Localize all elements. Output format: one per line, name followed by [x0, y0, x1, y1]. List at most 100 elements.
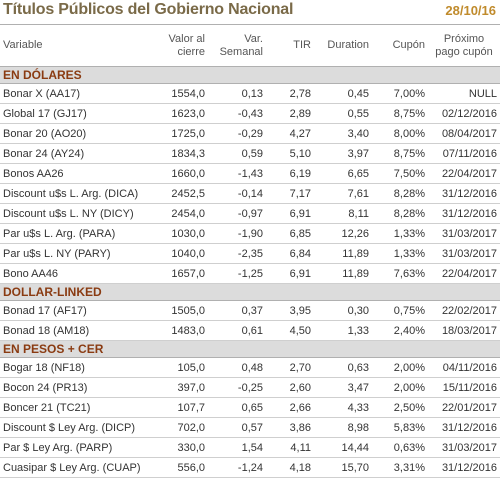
- bond-name: Bonar 24 (AY24): [0, 143, 150, 164]
- duration: 8,98: [314, 417, 372, 438]
- coupon: 2,00%: [372, 377, 428, 398]
- next-coupon-date: 07/11/2016: [428, 143, 500, 164]
- price: 1660,0: [150, 163, 208, 184]
- weekly-change: -1,24: [208, 457, 266, 478]
- bond-name: Global 17 (GJ17): [0, 103, 150, 124]
- section-header: EN DÓLARES: [0, 66, 500, 84]
- weekly-change: 0,61: [208, 320, 266, 341]
- next-coupon-date: 31/03/2017: [428, 437, 500, 458]
- coupon: 3,31%: [372, 457, 428, 478]
- duration: 3,40: [314, 123, 372, 144]
- bond-name: Discount u$s L. NY (DICY): [0, 203, 150, 224]
- next-coupon-date: 31/03/2017: [428, 243, 500, 264]
- col-cupon: Cupón: [372, 25, 428, 67]
- col-proximo-pago: Próximo pago cupón: [428, 25, 500, 67]
- coupon: 1,33%: [372, 223, 428, 244]
- table-row: Bonos AA26 1660,0 -1,43 6,19 6,65 7,50% 22/04/…: [0, 163, 500, 184]
- tir: 4,18: [266, 457, 314, 478]
- price: 397,0: [150, 377, 208, 398]
- coupon: 2,50%: [372, 397, 428, 418]
- section-title: EN DÓLARES: [0, 66, 500, 84]
- table-row: Bonad 17 (AF17) 1505,0 0,37 3,95 0,30 0,75% 22…: [0, 300, 500, 321]
- coupon: 7,00%: [372, 83, 428, 104]
- coupon: 8,75%: [372, 103, 428, 124]
- next-coupon-date: 22/04/2017: [428, 263, 500, 284]
- coupon: 0,75%: [372, 300, 428, 321]
- price: 1554,0: [150, 83, 208, 104]
- col-precio: Valor al cierre: [150, 25, 208, 67]
- bond-name: Bonar X (AA17): [0, 83, 150, 104]
- price: 1834,3: [150, 143, 208, 164]
- duration: 0,55: [314, 103, 372, 124]
- next-coupon-date: 15/11/2016: [428, 377, 500, 398]
- bond-name: Bonos AA26: [0, 163, 150, 184]
- coupon: 7,50%: [372, 163, 428, 184]
- table-row: Bogar 18 (NF18) 105,0 0,48 2,70 0,63 2,00% 04/…: [0, 357, 500, 378]
- table-row: Bonar 20 (AO20) 1725,0 -0,29 4,27 3,40 8,00% 0…: [0, 123, 500, 144]
- next-coupon-date: 18/03/2017: [428, 320, 500, 341]
- tir: 2,89: [266, 103, 314, 124]
- price: 1725,0: [150, 123, 208, 144]
- weekly-change: -1,25: [208, 263, 266, 284]
- weekly-change: 1,54: [208, 437, 266, 458]
- price: 1657,0: [150, 263, 208, 284]
- report-date: 28/10/16: [445, 3, 496, 18]
- table-row: Bocon 24 (PR13) 397,0 -0,25 2,60 3,47 2,00% 15…: [0, 377, 500, 398]
- duration: 12,26: [314, 223, 372, 244]
- title-bar: Títulos Públicos del Gobierno Nacional 2…: [0, 0, 500, 25]
- table-row: Discount u$s L. Arg. (DICA) 2452,5 -0,14 7,…: [0, 183, 500, 204]
- tir: 5,10: [266, 143, 314, 164]
- bond-name: Bono AA46: [0, 263, 150, 284]
- next-coupon-date: 08/04/2017: [428, 123, 500, 144]
- tir: 2,66: [266, 397, 314, 418]
- duration: 15,70: [314, 457, 372, 478]
- col-tir: TIR: [266, 25, 314, 67]
- price: 2454,0: [150, 203, 208, 224]
- tir: 6,84: [266, 243, 314, 264]
- coupon: 8,28%: [372, 203, 428, 224]
- price: 2452,5: [150, 183, 208, 204]
- page-title: Títulos Públicos del Gobierno Nacional: [3, 1, 294, 18]
- table-row: Discount $ Ley Arg. (DICP) 702,0 0,57 3,86 8…: [0, 417, 500, 438]
- next-coupon-date: 22/01/2017: [428, 397, 500, 418]
- weekly-change: -1,90: [208, 223, 266, 244]
- duration: 11,89: [314, 243, 372, 264]
- tir: 6,91: [266, 203, 314, 224]
- bond-name: Bonad 18 (AM18): [0, 320, 150, 341]
- next-coupon-date: 04/11/2016: [428, 357, 500, 378]
- bond-name: Discount $ Ley Arg. (DICP): [0, 417, 150, 438]
- section-title: EN PESOS + CER: [0, 340, 500, 358]
- tir: 3,86: [266, 417, 314, 438]
- tir: 4,27: [266, 123, 314, 144]
- table-row: Global 17 (GJ17) 1623,0 -0,43 2,89 0,55 8,75%…: [0, 103, 500, 124]
- weekly-change: 0,57: [208, 417, 266, 438]
- coupon: 8,28%: [372, 183, 428, 204]
- tir: 6,91: [266, 263, 314, 284]
- price: 556,0: [150, 457, 208, 478]
- weekly-change: -0,25: [208, 377, 266, 398]
- section-header: DOLLAR-LINKED: [0, 283, 500, 301]
- section-header: EN PESOS + CER: [0, 340, 500, 358]
- bond-name: Discount u$s L. Arg. (DICA): [0, 183, 150, 204]
- duration: 8,11: [314, 203, 372, 224]
- duration: 4,33: [314, 397, 372, 418]
- weekly-change: 0,48: [208, 357, 266, 378]
- section-title: DOLLAR-LINKED: [0, 283, 500, 301]
- duration: 0,63: [314, 357, 372, 378]
- table-row: Discount u$s L. NY (DICY) 2454,0 -0,97 6,91…: [0, 203, 500, 224]
- bond-name: Bonar 20 (AO20): [0, 123, 150, 144]
- bond-name: Bogar 18 (NF18): [0, 357, 150, 378]
- coupon: 0,63%: [372, 437, 428, 458]
- duration: 0,45: [314, 83, 372, 104]
- price: 1040,0: [150, 243, 208, 264]
- coupon: 5,83%: [372, 417, 428, 438]
- next-coupon-date: 22/02/2017: [428, 300, 500, 321]
- weekly-change: 0,59: [208, 143, 266, 164]
- tir: 2,70: [266, 357, 314, 378]
- duration: 3,97: [314, 143, 372, 164]
- table-row: Par u$s L. NY (PARY) 1040,0 -2,35 6,84 11,89…: [0, 243, 500, 264]
- next-coupon-date: 31/12/2016: [428, 203, 500, 224]
- weekly-change: -1,43: [208, 163, 266, 184]
- duration: 1,33: [314, 320, 372, 341]
- table-row: Bonad 18 (AM18) 1483,0 0,61 4,50 1,33 2,40% 18…: [0, 320, 500, 341]
